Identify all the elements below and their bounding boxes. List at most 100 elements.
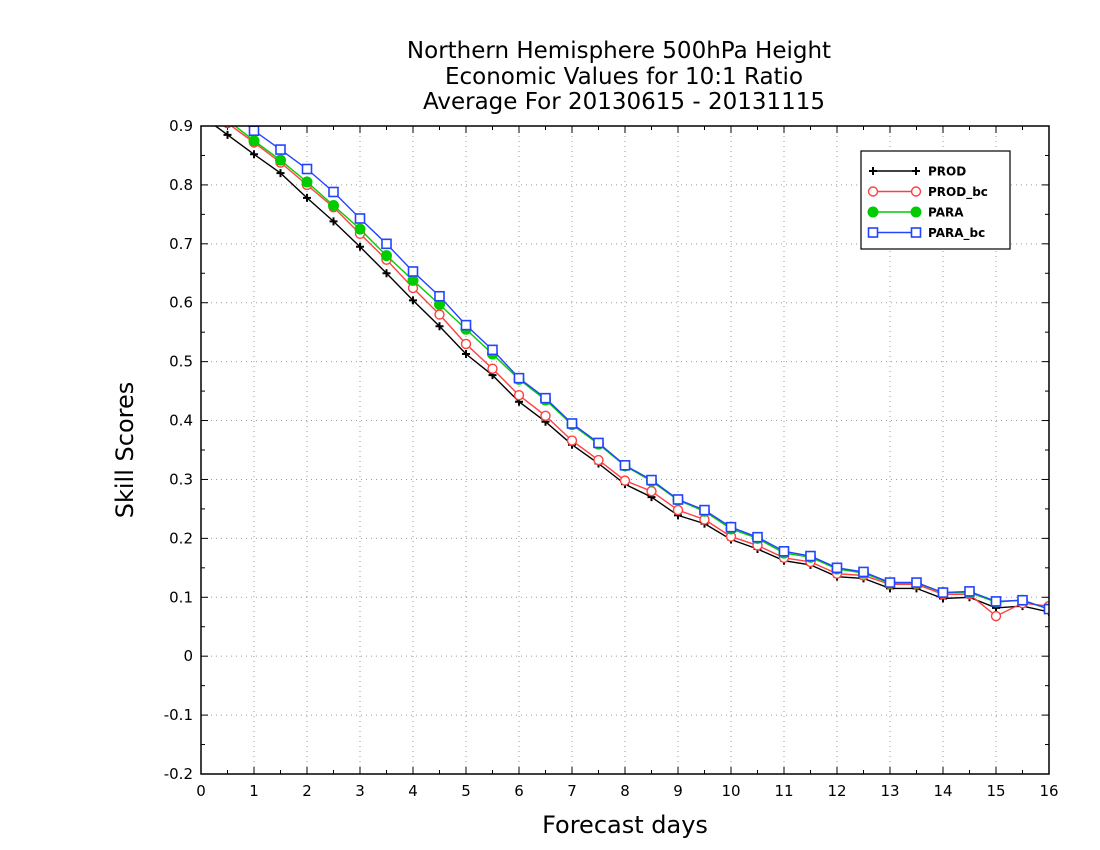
data-point-para-bc <box>990 596 1002 607</box>
y-axis-label: Skill Scores <box>111 382 139 519</box>
data-point-prod <box>435 322 444 331</box>
x-tick-label: 13 <box>880 782 899 800</box>
title-line-2: Economic Values for 10:1 Ratio <box>445 64 803 90</box>
legend-marker-para-bc <box>910 227 922 238</box>
data-point-para-bc <box>407 266 419 277</box>
data-point-para-bc <box>831 562 843 574</box>
legend-label-para: PARA <box>928 206 964 220</box>
data-point-prod-bc <box>566 435 578 446</box>
x-tick-label: 11 <box>774 782 793 800</box>
y-tick-label: 0.8 <box>169 176 193 194</box>
y-tick-label: 0 <box>183 647 193 665</box>
data-point-para-bc <box>964 586 975 597</box>
y-tick-label: 0.1 <box>169 588 193 606</box>
data-point-para <box>301 176 313 188</box>
data-point-para-bc <box>752 531 763 543</box>
legend-label-prod: PROD <box>928 165 966 179</box>
data-point-prod <box>462 349 470 358</box>
data-point-para-bc <box>911 577 922 588</box>
data-point-para-bc <box>487 344 498 356</box>
data-point-prod-bc <box>619 475 631 486</box>
data-point-para-bc <box>858 566 869 578</box>
data-point-prod-bc <box>434 309 445 320</box>
data-point-para <box>407 274 419 286</box>
data-point-prod <box>329 217 338 226</box>
y-tick-label: -0.2 <box>164 765 193 783</box>
x-tick-label: 4 <box>408 782 418 800</box>
y-tick-label: 0.2 <box>169 529 193 547</box>
data-point-para-bc <box>460 319 472 331</box>
legend-item-para-bc: PARA_bc <box>867 226 985 241</box>
legend-marker-para <box>867 206 879 218</box>
x-tick-label: 7 <box>567 782 577 800</box>
title-line-1: Northern Hemisphere 500hPa Height <box>407 38 831 64</box>
x-tick-label: 1 <box>249 782 259 800</box>
data-point-para-bc <box>540 392 551 404</box>
data-point-prod-bc <box>990 610 1002 622</box>
legend-marker-prod <box>912 167 920 175</box>
data-point-prod <box>276 169 285 178</box>
data-point-para-bc <box>619 460 631 471</box>
data-point-prod-bc <box>540 410 551 422</box>
data-point-prod <box>409 296 417 305</box>
data-point-para-bc <box>434 290 445 302</box>
data-point-para-bc <box>248 126 260 137</box>
legend-item-prod: PROD <box>869 165 966 179</box>
x-tick-label: 12 <box>827 782 846 800</box>
y-tick-label: 0.7 <box>169 235 193 253</box>
data-point-para-bc <box>223 104 232 113</box>
data-point-prod <box>223 130 232 139</box>
data-point-para-bc <box>1043 603 1049 615</box>
data-point-para-bc <box>699 504 710 516</box>
data-point-para-bc <box>672 494 684 505</box>
data-point-prod-bc <box>593 454 604 466</box>
x-tick-label: 14 <box>933 782 952 800</box>
data-point-para-bc <box>354 213 366 224</box>
data-point-para <box>328 200 339 212</box>
data-point-para-bc <box>301 163 313 175</box>
data-point-prod <box>382 269 391 278</box>
data-point-para <box>275 154 286 166</box>
x-tick-label: 3 <box>355 782 365 800</box>
data-point-para <box>354 223 366 235</box>
legend-label-para-bc: PARA_bc <box>928 226 985 241</box>
y-tick-label: 0.3 <box>169 470 193 488</box>
x-tick-label: 5 <box>461 782 471 800</box>
data-point-prod-bc <box>513 390 525 401</box>
y-tick-labels: 0.9 0.8 0.7 0.6 0.5 0.4 0.3 0.2 0.1 0 -0.1 -0.2 <box>164 117 193 783</box>
x-tick-label: 9 <box>673 782 683 800</box>
grid <box>201 126 1049 774</box>
legend-item-prod-bc: PROD_bc <box>867 185 988 200</box>
y-tick-label: 0.5 <box>169 353 193 371</box>
data-point-para-bc <box>937 587 949 598</box>
x-tick-labels: 0 1 2 3 4 5 6 7 8 9 10 11 12 13 14 15 16 <box>196 782 1058 800</box>
legend-marker-para-bc <box>867 227 879 238</box>
x-tick-label: 10 <box>721 782 740 800</box>
legend: PROD PROD_bc PARA PARA_bc <box>860 150 1011 250</box>
x-tick-label: 8 <box>620 782 630 800</box>
data-point-para-bc <box>805 550 816 562</box>
title-line-3: Average For 20130615 - 20131115 <box>423 89 825 115</box>
y-tick-label: 0.6 <box>169 294 193 312</box>
data-point-para-bc <box>381 238 392 250</box>
data-point-para-bc <box>275 144 286 155</box>
data-point-para-bc <box>513 372 525 384</box>
data-point-prod-bc <box>460 338 472 350</box>
x-tick-label: 6 <box>514 782 524 800</box>
data-point-para <box>248 135 260 147</box>
legend-label-prod-bc: PROD_bc <box>928 185 988 200</box>
x-tick-label: 0 <box>196 782 206 800</box>
x-tick-label: 15 <box>986 782 1005 800</box>
data-point-prod <box>356 242 364 251</box>
data-point-prod-bc <box>646 486 657 497</box>
x-tick-label: 16 <box>1039 782 1058 800</box>
y-tick-label: 0.9 <box>169 117 193 135</box>
legend-item-para: PARA <box>867 206 964 220</box>
data-point-para-bc <box>884 577 896 588</box>
legend-marker-prod-bc <box>867 186 879 197</box>
data-point-para <box>223 115 233 125</box>
data-point-para-bc <box>593 437 604 449</box>
data-point-prod <box>303 193 311 202</box>
legend-marker-prod-bc <box>910 186 922 197</box>
